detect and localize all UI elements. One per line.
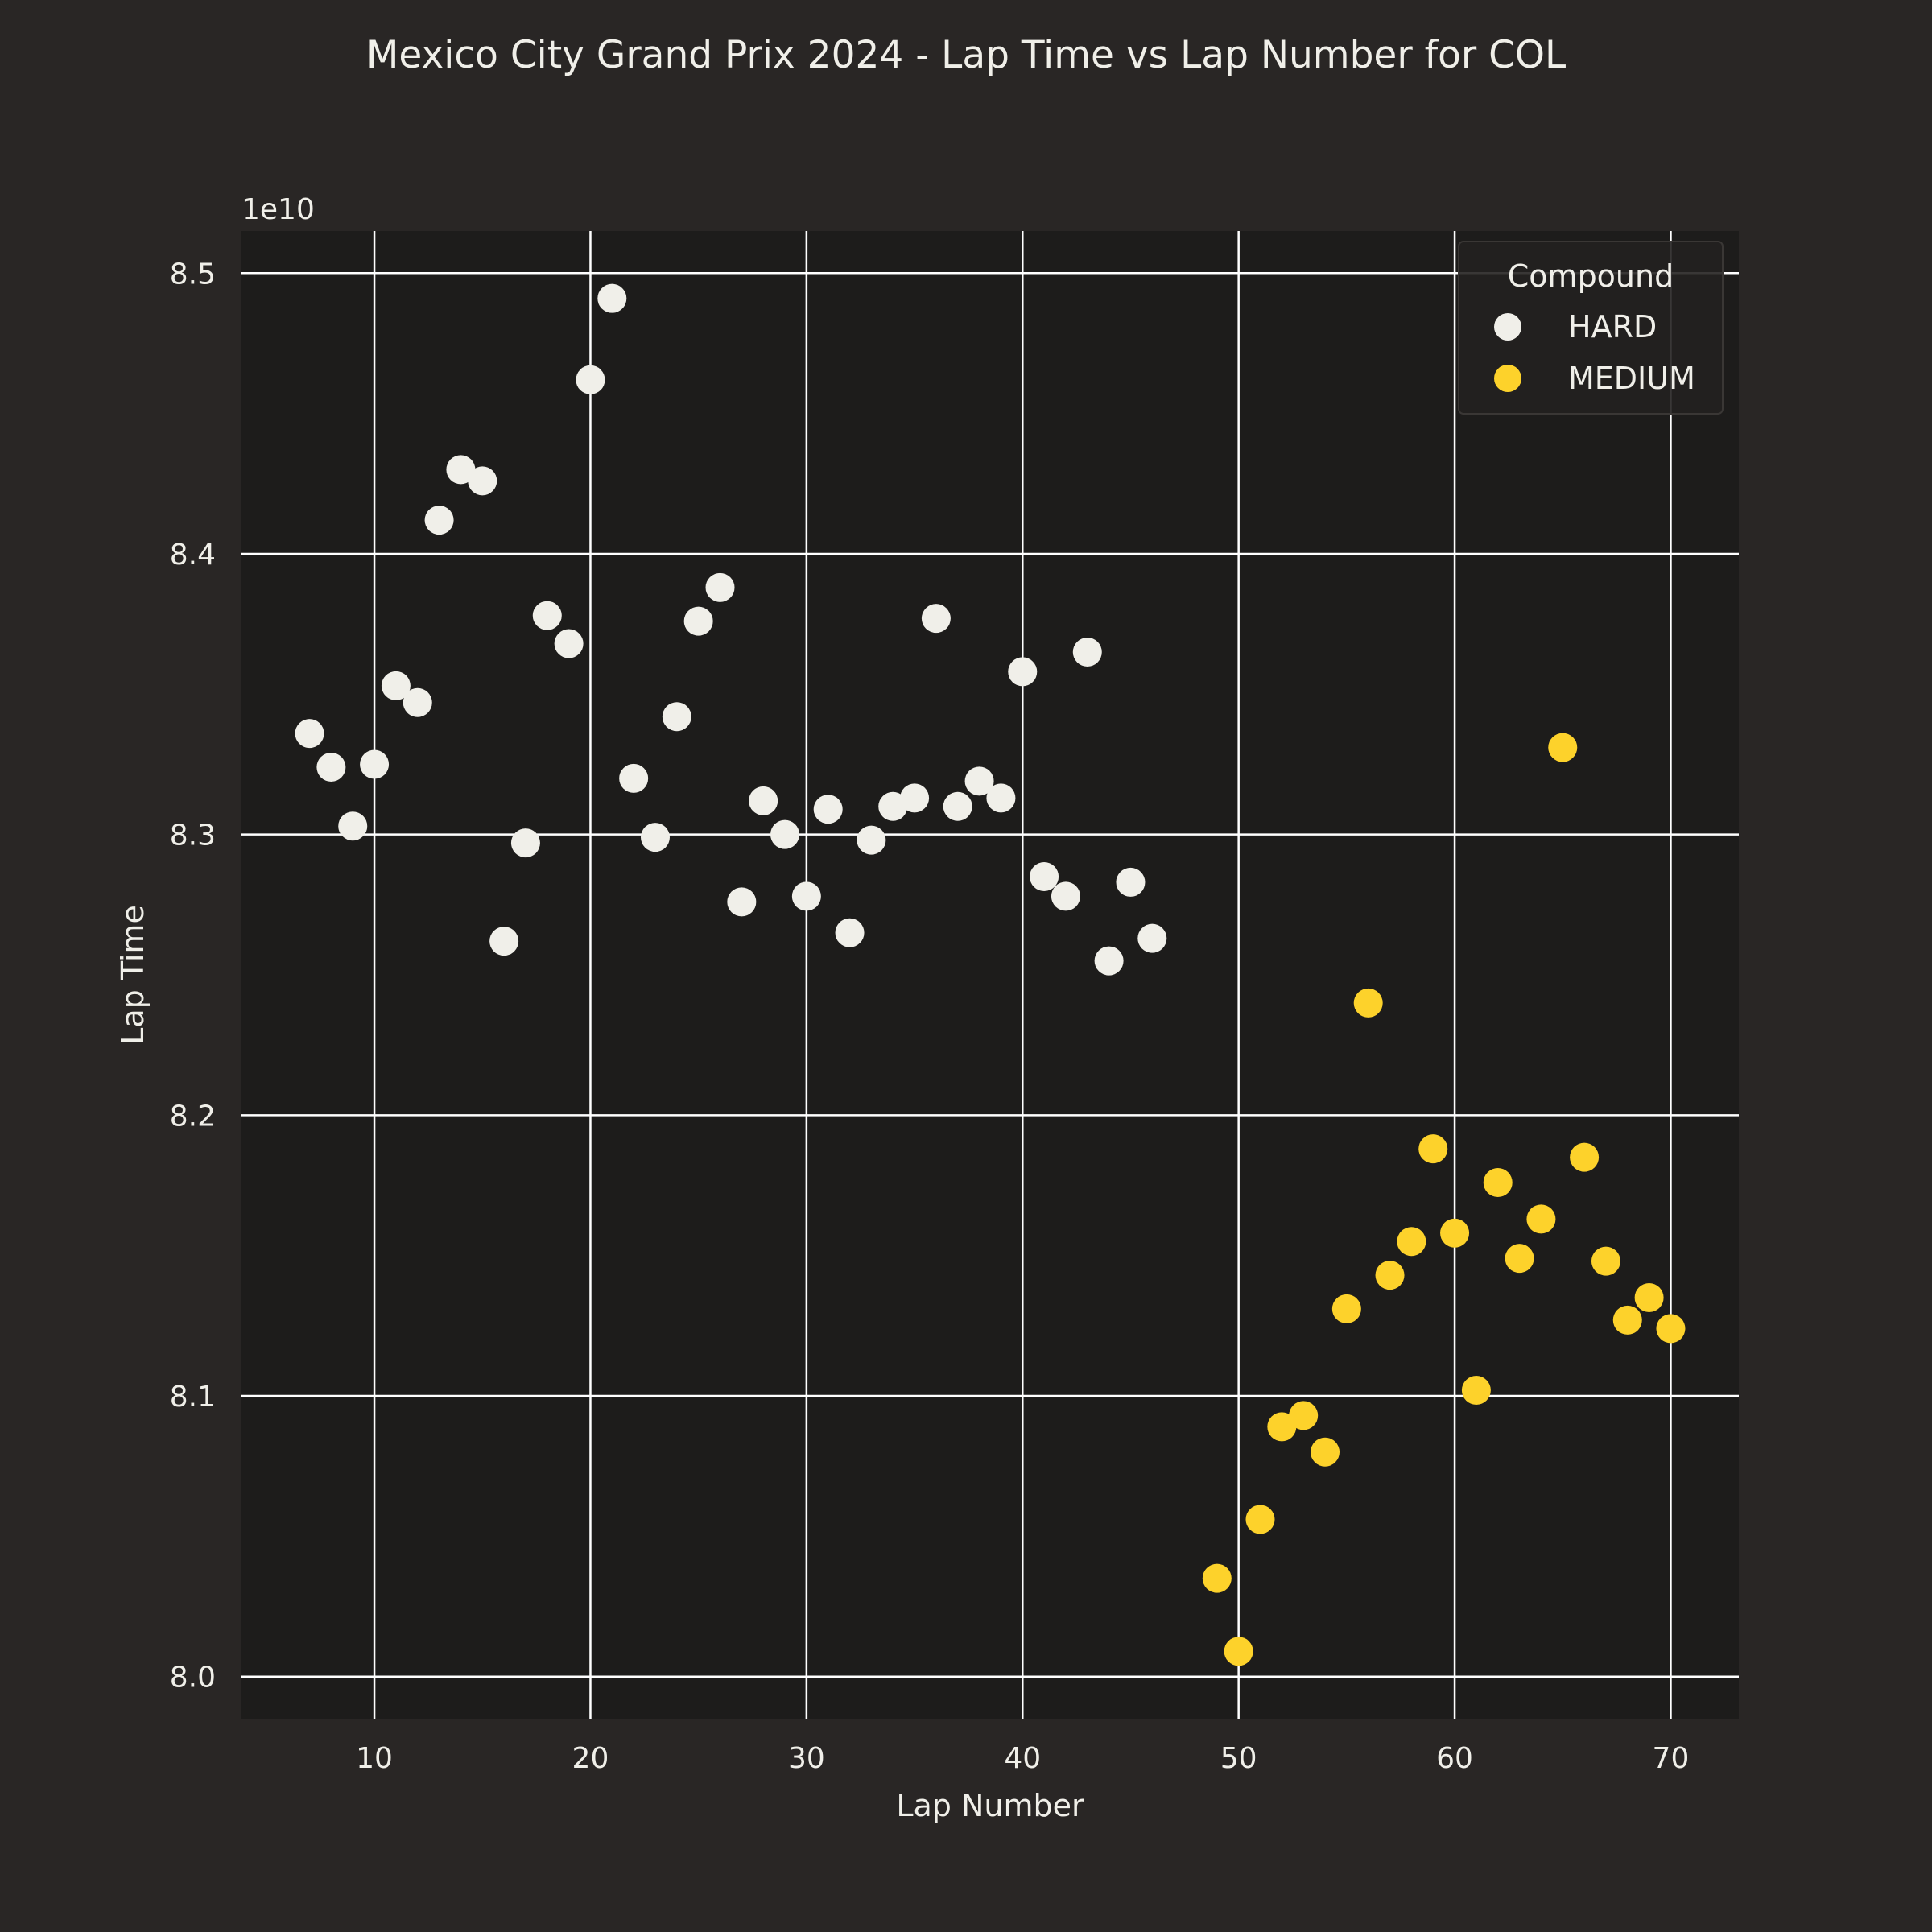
data-point-medium — [1656, 1314, 1686, 1344]
x-tick-label: 30 — [788, 1742, 825, 1775]
y-tick-label: 8.0 — [170, 1662, 216, 1695]
x-axis-label: Lap Number — [896, 1788, 1084, 1823]
legend-box — [1458, 241, 1724, 415]
data-point-hard — [360, 749, 390, 779]
data-point-hard — [640, 823, 670, 852]
data-point-hard — [619, 763, 649, 793]
data-point-hard — [835, 918, 865, 947]
data-point-hard — [943, 791, 972, 821]
data-point-medium — [1202, 1563, 1232, 1593]
data-point-hard — [727, 887, 757, 917]
data-point-medium — [1289, 1401, 1319, 1430]
legend-title: Compound — [1508, 258, 1674, 294]
legend: Compound HARD MEDIUM — [1458, 241, 1724, 415]
data-point-medium — [1570, 1142, 1600, 1172]
data-point-medium — [1526, 1204, 1556, 1234]
legend-marker-hard — [1494, 313, 1521, 341]
data-point-hard — [446, 455, 476, 485]
data-point-hard — [1094, 946, 1124, 976]
data-point-medium — [1331, 1294, 1361, 1323]
y-tick-label: 8.1 — [170, 1381, 216, 1414]
y-axis-label: Lap Time — [115, 905, 151, 1045]
data-point-hard — [791, 881, 821, 911]
data-point-medium — [1245, 1505, 1275, 1534]
x-tick-label: 50 — [1220, 1742, 1257, 1775]
data-point-hard — [532, 601, 562, 630]
data-point-hard — [1137, 923, 1167, 953]
data-point-hard — [1051, 881, 1080, 911]
data-point-medium — [1612, 1305, 1642, 1335]
data-point-medium — [1418, 1134, 1448, 1164]
y-tick-label: 8.3 — [170, 819, 216, 852]
data-point-medium — [1224, 1637, 1253, 1666]
x-tick-label: 10 — [356, 1742, 393, 1775]
plot-area — [242, 231, 1739, 1719]
data-point-hard — [489, 927, 519, 956]
data-point-hard — [424, 506, 454, 535]
data-point-medium — [1634, 1282, 1664, 1312]
grid — [242, 231, 1739, 1719]
data-point-hard — [749, 786, 778, 815]
legend-label-medium: MEDIUM — [1568, 361, 1695, 396]
data-point-hard — [338, 811, 368, 841]
data-point-hard — [295, 719, 324, 749]
data-point-hard — [381, 671, 411, 700]
data-point-medium — [1375, 1261, 1405, 1290]
data-point-hard — [1008, 657, 1038, 687]
tick-labels: 10 20 30 40 50 60 70 8.0 8.1 8.2 8.3 8.4 8.5 — [170, 258, 1690, 1775]
data-points — [295, 283, 1686, 1666]
data-point-hard — [402, 687, 432, 717]
data-point-medium — [1397, 1227, 1426, 1257]
data-point-hard — [576, 365, 605, 394]
data-point-hard — [554, 629, 584, 658]
data-point-hard — [1116, 867, 1146, 897]
data-point-medium — [1440, 1218, 1470, 1248]
data-point-medium — [1548, 733, 1578, 762]
data-point-hard — [986, 783, 1016, 813]
data-point-medium — [1267, 1412, 1297, 1442]
data-point-hard — [770, 819, 800, 849]
x-tick-label: 40 — [1004, 1742, 1041, 1775]
legend-label-hard: HARD — [1568, 309, 1657, 345]
data-point-medium — [1353, 988, 1383, 1018]
data-point-hard — [510, 828, 540, 858]
legend-marker-medium — [1494, 365, 1521, 392]
data-point-medium — [1505, 1244, 1534, 1274]
data-point-hard — [683, 606, 713, 636]
chart-title: Mexico City Grand Prix 2024 - Lap Time v… — [366, 33, 1566, 77]
data-point-hard — [316, 752, 346, 782]
data-point-hard — [705, 572, 735, 602]
data-point-hard — [857, 825, 886, 855]
y-tick-label: 8.4 — [170, 539, 216, 572]
data-point-medium — [1591, 1246, 1620, 1276]
data-point-hard — [1072, 638, 1102, 667]
x-tick-label: 20 — [572, 1742, 609, 1775]
x-tick-label: 60 — [1436, 1742, 1473, 1775]
y-tick-label: 8.5 — [170, 258, 216, 291]
data-point-medium — [1311, 1437, 1340, 1467]
data-point-hard — [597, 283, 627, 313]
y-tick-label: 8.2 — [170, 1100, 216, 1133]
data-point-hard — [1030, 861, 1059, 891]
data-point-hard — [921, 604, 951, 634]
data-point-medium — [1461, 1376, 1491, 1406]
data-point-hard — [813, 795, 843, 824]
y-offset-label: 1e10 — [242, 193, 315, 226]
data-point-medium — [1483, 1168, 1513, 1198]
x-tick-label: 70 — [1653, 1742, 1690, 1775]
data-point-hard — [900, 783, 930, 813]
data-point-hard — [964, 766, 994, 796]
data-point-hard — [662, 702, 691, 732]
data-point-hard — [468, 466, 497, 496]
